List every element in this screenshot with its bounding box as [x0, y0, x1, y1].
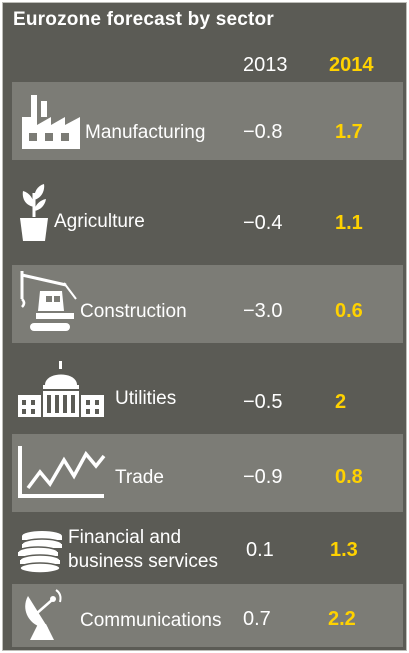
- sector-row-financial-business-services: Financial and business services 0.1 1.3: [12, 518, 403, 580]
- column-header-2013: 2013: [243, 54, 288, 76]
- panel-title: Eurozone forecast by sector: [13, 9, 274, 30]
- value-2014: 2: [335, 391, 347, 413]
- factory-icon: [22, 95, 80, 149]
- sector-row-manufacturing: Manufacturing −0.8 1.7: [12, 82, 403, 160]
- coin-stack-icon: [17, 531, 63, 574]
- sector-label-line1: Financial and: [68, 527, 182, 548]
- value-2013: −0.8: [243, 121, 283, 143]
- value-2013: −3.0: [243, 300, 283, 322]
- sector-row-construction: Construction −3.0 0.6: [12, 265, 403, 343]
- value-2013: −0.4: [243, 212, 283, 234]
- sector-label: Utilities: [115, 388, 177, 409]
- satellite-dish-icon: [25, 589, 62, 640]
- crane-icon: [20, 271, 77, 331]
- column-header-2014: 2014: [329, 54, 374, 76]
- plant-pot-icon: [20, 184, 48, 241]
- value-2014: 2.2: [328, 608, 356, 630]
- sector-label: Construction: [80, 301, 187, 322]
- government-building-icon: [18, 361, 104, 417]
- value-2014: 0.8: [335, 466, 363, 488]
- sector-label: Communications: [80, 610, 222, 631]
- value-2014: 0.6: [335, 300, 363, 322]
- sector-label: Manufacturing: [85, 122, 206, 143]
- value-2014: 1.1: [335, 212, 363, 234]
- sector-row-communications: Communications 0.7 2.2: [12, 584, 403, 647]
- sector-row-utilities: Utilities −0.5 2: [12, 353, 403, 431]
- value-2013: −0.5: [243, 391, 283, 413]
- sector-label: Trade: [115, 467, 164, 488]
- value-2013: −0.9: [243, 466, 283, 488]
- value-2013: 0.7: [243, 608, 271, 630]
- sector-label-line2: business services: [68, 551, 218, 572]
- sector-row-agriculture: Agriculture −0.4 1.1: [12, 173, 403, 253]
- value-2014: 1.3: [330, 539, 358, 561]
- value-2014: 1.7: [335, 121, 363, 143]
- sector-row-trade: Trade −0.9 0.8: [12, 434, 403, 512]
- value-2013: 0.1: [246, 539, 274, 561]
- sector-label: Agriculture: [54, 211, 145, 232]
- line-chart-icon: [18, 446, 106, 498]
